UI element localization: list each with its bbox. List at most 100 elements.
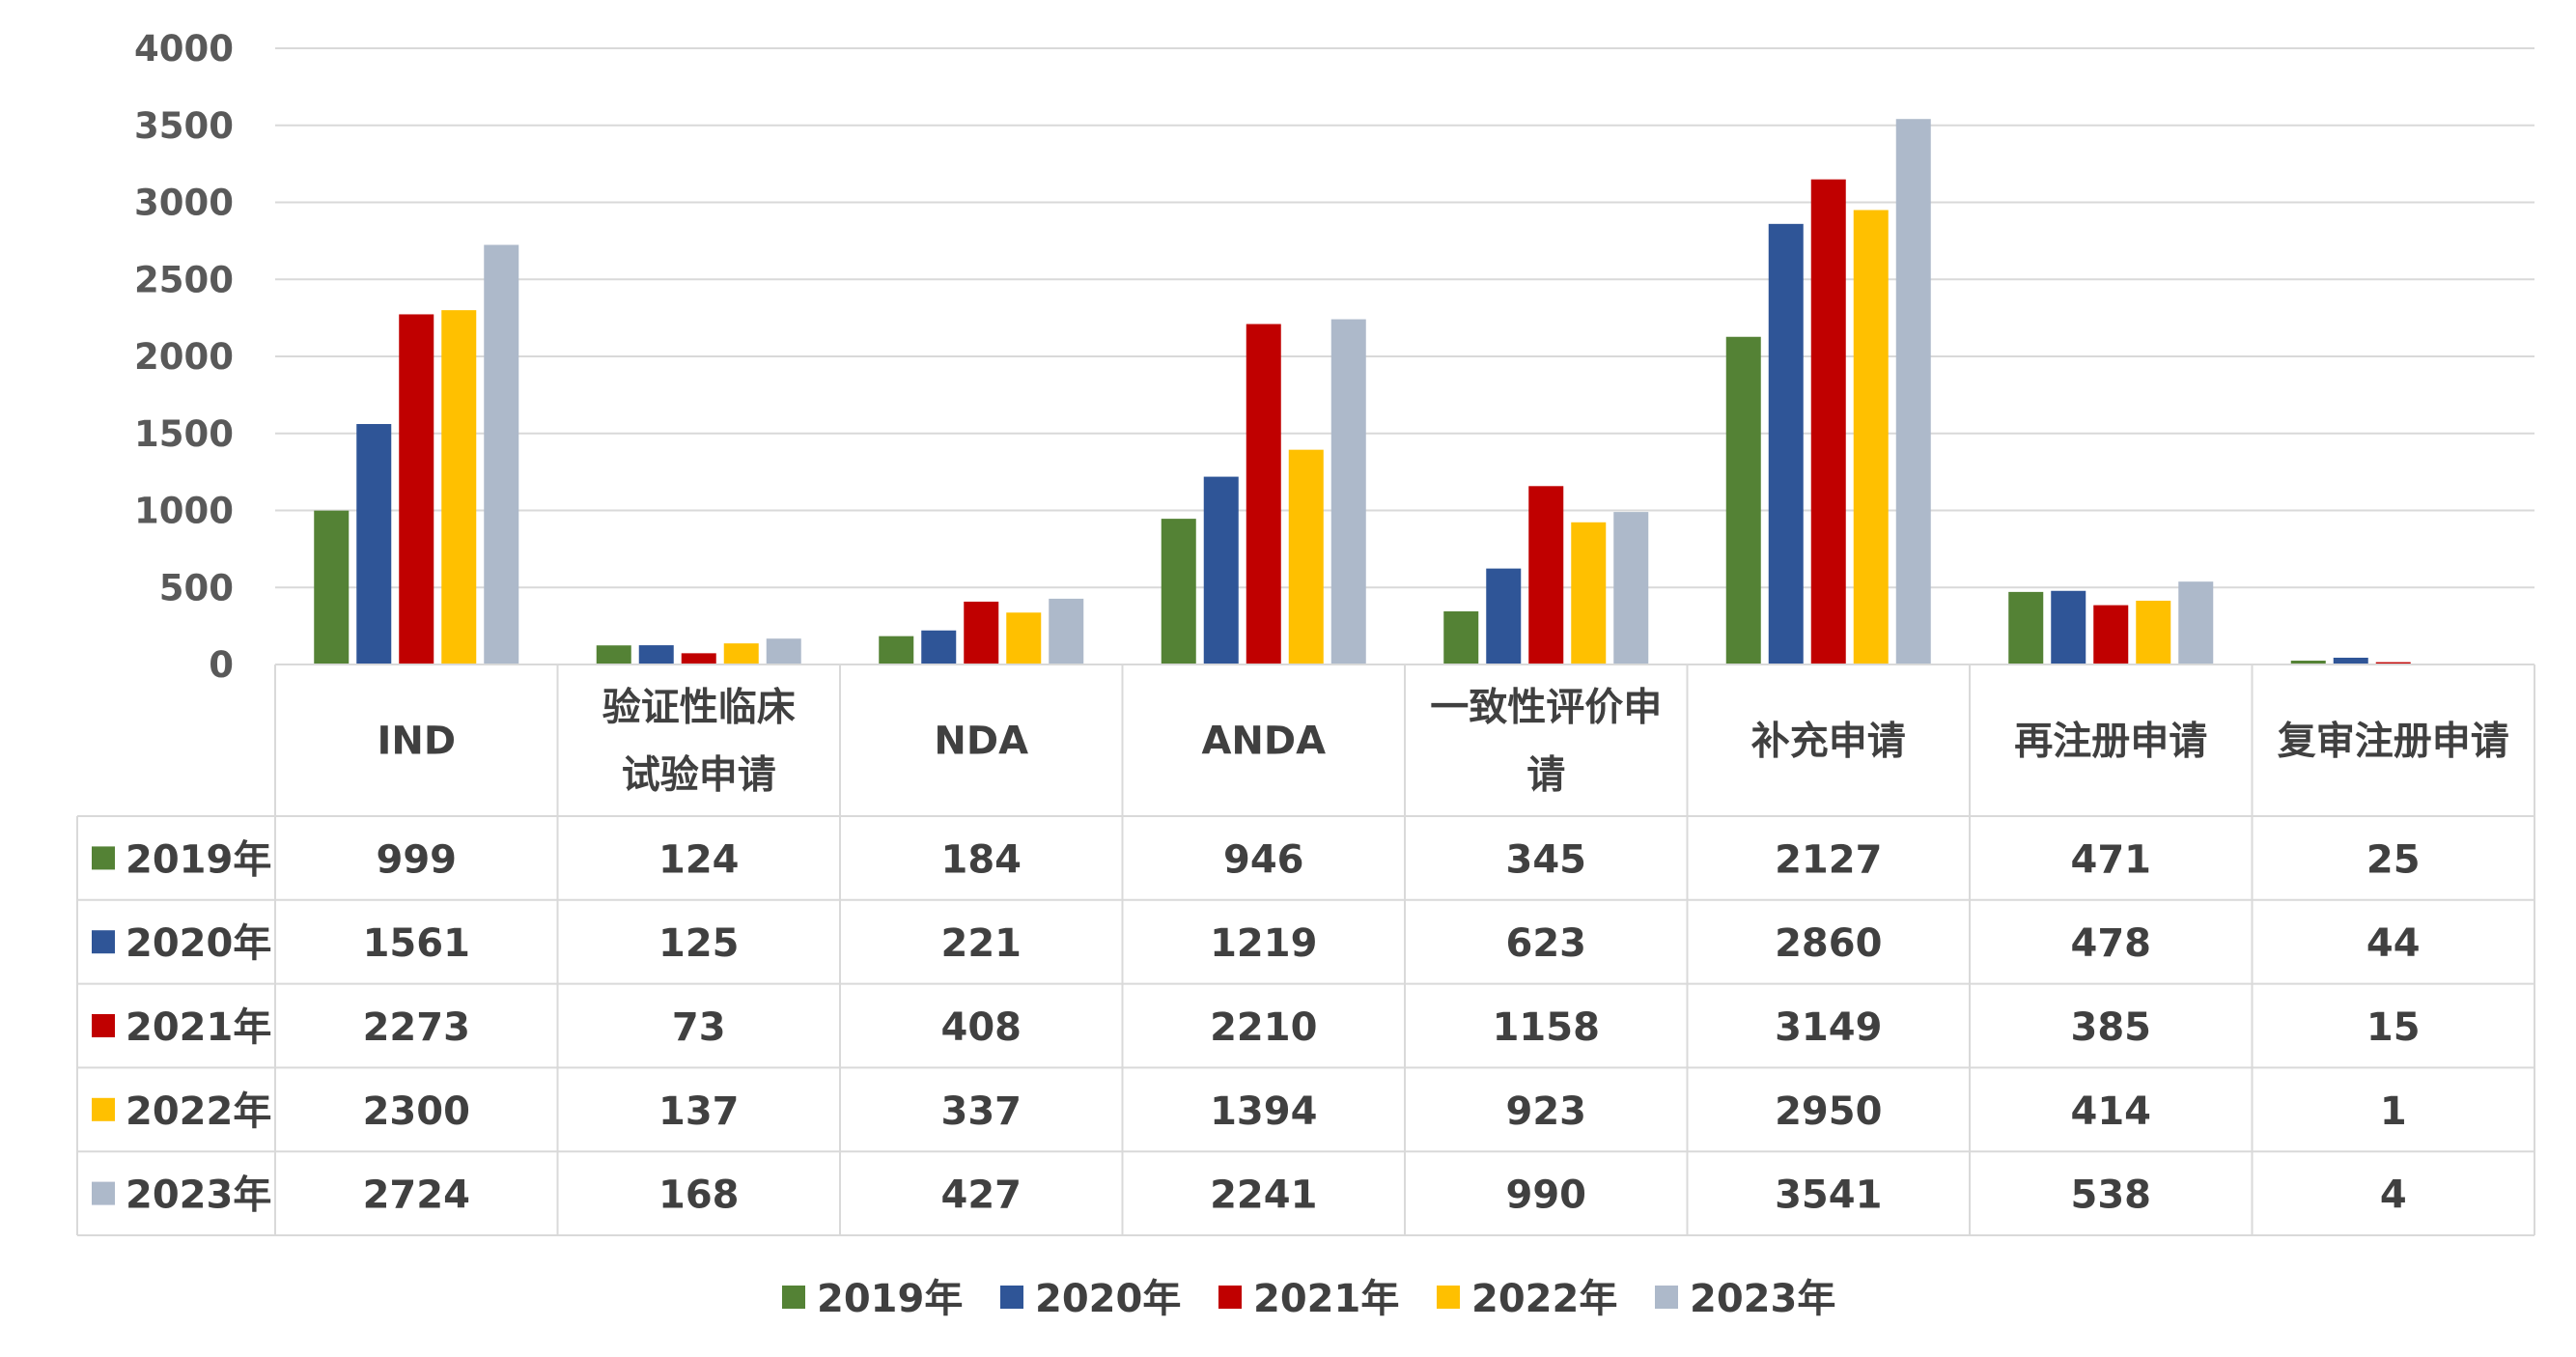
bar-2023年-cat-2	[1049, 598, 1084, 664]
bar-2019年-cat-6	[2008, 591, 2044, 664]
bar-2021年-cat-0	[399, 314, 434, 664]
table-cell-value: 221	[941, 921, 1022, 966]
legend-label: 2022年	[1471, 1277, 1617, 1321]
bar-2021年-cat-6	[2093, 605, 2129, 664]
bar-2022年-cat-6	[2136, 600, 2171, 664]
bar-2019年-cat-0	[314, 510, 350, 664]
bar-2020年-cat-2	[921, 630, 957, 664]
table-cell-value: 337	[941, 1089, 1022, 1134]
table-cell-value: 345	[1506, 837, 1587, 882]
table-cell-value: 623	[1506, 921, 1587, 966]
bar-2021年-cat-7	[2375, 662, 2411, 664]
bar-2022年-cat-3	[1288, 449, 1324, 664]
table-cell-value: 1	[2380, 1089, 2407, 1134]
category-label: 补充申请	[1751, 720, 1906, 764]
table-cell-value: 137	[658, 1089, 740, 1134]
table-cell-value: 25	[2366, 837, 2421, 882]
table-series-name: 2023年	[126, 1173, 271, 1218]
y-tick-label: 500	[159, 567, 234, 608]
table-cell-value: 2860	[1775, 921, 1882, 966]
table-series-key-2019年	[92, 846, 115, 870]
bar-2022年-cat-1	[723, 643, 759, 664]
table-cell-value: 923	[1506, 1089, 1587, 1134]
y-tick-label: 2000	[134, 336, 234, 378]
category-label: 复审注册申请	[2278, 720, 2509, 764]
table-series-key-2022年	[92, 1097, 115, 1121]
bar-2022年-cat-5	[1853, 210, 1889, 664]
legend-label: 2023年	[1690, 1277, 1835, 1321]
table-cell-value: 1394	[1210, 1089, 1317, 1134]
legend: 2019年 2020年 2021年 2022年 2023年	[782, 1277, 1835, 1321]
bar-2023年-cat-4	[1613, 512, 1649, 664]
table-cell-value: 1158	[1493, 1005, 1600, 1050]
table-cell-value: 2273	[363, 1005, 470, 1050]
legend-key-2021年	[1218, 1286, 1242, 1309]
table-cell-value: 125	[658, 921, 740, 966]
bar-2019年-cat-2	[879, 636, 914, 664]
y-tick-label: 1500	[134, 413, 234, 455]
table-cell-value: 471	[2071, 837, 2152, 882]
table-series-name: 2020年	[126, 921, 271, 966]
bar-2021年-cat-1	[681, 653, 716, 664]
table-cell-value: 2127	[1775, 837, 1882, 882]
bar-2020年-cat-0	[356, 424, 392, 664]
y-tick-label: 3000	[134, 183, 234, 224]
bar-2021年-cat-5	[1810, 179, 1846, 664]
bar-2023年-cat-5	[1895, 119, 1931, 664]
table-series-name: 2019年	[126, 837, 271, 882]
bar-2023年-cat-0	[484, 244, 519, 664]
table-cell-value: 73	[672, 1005, 726, 1050]
y-tick-label: 4000	[134, 28, 234, 70]
category-label: 试验申请	[622, 753, 776, 798]
table-cell-value: 478	[2071, 921, 2152, 966]
bar-2019年-cat-7	[2290, 661, 2326, 664]
table-cell-value: 414	[2071, 1089, 2152, 1134]
y-tick-label: 0	[209, 644, 234, 686]
bar-2020年-cat-4	[1486, 568, 1522, 664]
table-cell-value: 1561	[363, 921, 470, 966]
axis-layer: 0 500 1000 1500 2000 2500 3000 3500 4000	[134, 28, 234, 686]
category-label: NDA	[934, 720, 1028, 764]
bar-2019年-cat-4	[1443, 610, 1479, 664]
category-label: 请	[1526, 753, 1565, 798]
bar-2022年-cat-2	[1006, 612, 1042, 664]
bar-2020年-cat-6	[2051, 590, 2086, 664]
table-cell-value: 184	[941, 837, 1022, 882]
legend-key-2023年	[1655, 1286, 1678, 1309]
table-cell-value: 946	[1223, 837, 1304, 882]
table-cell-value: 44	[2366, 921, 2421, 966]
table-cell-value: 4	[2380, 1173, 2407, 1218]
bar-2020年-cat-7	[2333, 657, 2368, 664]
bar-layer	[314, 119, 2496, 664]
bar-2022年-cat-4	[1571, 522, 1607, 664]
table-series-name: 2021年	[126, 1005, 271, 1050]
bar-2023年-cat-3	[1330, 319, 1366, 664]
legend-label: 2020年	[1035, 1277, 1181, 1321]
table-cell-value: 2300	[363, 1089, 470, 1134]
table-cell-value: 427	[941, 1173, 1022, 1218]
table-cell-value: 990	[1506, 1173, 1587, 1218]
table-cell-value: 3149	[1775, 1005, 1882, 1050]
table-series-key-2023年	[92, 1181, 115, 1205]
bar-2019年-cat-1	[596, 645, 631, 664]
table-cell-value: 2950	[1775, 1089, 1882, 1134]
legend-key-2019年	[782, 1286, 805, 1309]
category-label: 再注册申请	[2014, 720, 2207, 764]
table-cell-value: 538	[2071, 1173, 2152, 1218]
bar-2021年-cat-2	[964, 601, 999, 664]
table-cell-value: 2210	[1210, 1005, 1317, 1050]
table-cell-value: 2241	[1210, 1173, 1317, 1218]
table-cell-value: 408	[941, 1005, 1022, 1050]
table-cell-value: 2724	[363, 1173, 470, 1218]
bar-2019年-cat-3	[1161, 519, 1196, 664]
bar-2023年-cat-6	[2178, 581, 2214, 664]
legend-key-2020年	[1000, 1286, 1023, 1309]
legend-key-2022年	[1437, 1286, 1460, 1309]
table-cell-value: 1219	[1210, 921, 1317, 966]
category-label: ANDA	[1201, 720, 1326, 764]
bar-2022年-cat-0	[441, 310, 477, 664]
legend-label: 2021年	[1253, 1277, 1399, 1321]
